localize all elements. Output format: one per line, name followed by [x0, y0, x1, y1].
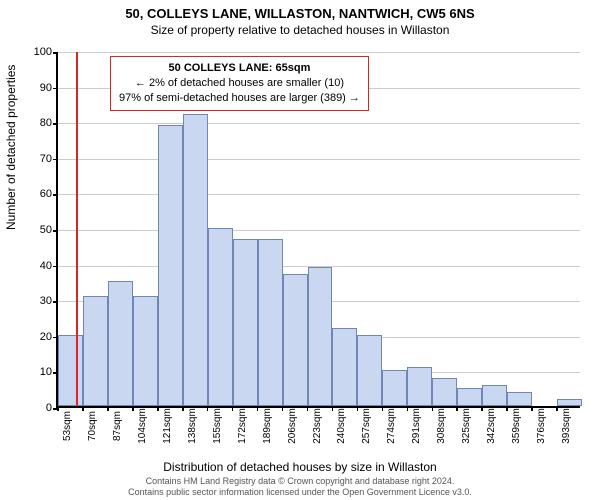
xtick-label: 87sqm: [108, 411, 123, 441]
xtick-label: 393sqm: [557, 408, 572, 444]
xtick-label: 223sqm: [308, 408, 323, 444]
xtick-label: 189sqm: [258, 408, 273, 444]
ytick-label: 60: [40, 188, 58, 200]
histogram-bar: [233, 239, 258, 406]
xtick-label: 155sqm: [208, 408, 223, 444]
histogram-bar: [133, 296, 158, 406]
xtick-label: 206sqm: [283, 408, 298, 444]
ytick-label: 40: [40, 260, 58, 272]
gridline: [58, 123, 580, 124]
histogram-bar: [208, 228, 233, 406]
chart-subtitle: Size of property relative to detached ho…: [0, 21, 600, 37]
gridline: [58, 230, 580, 231]
xtick-label: 376sqm: [532, 408, 547, 444]
histogram-bar: [482, 385, 507, 406]
ytick-label: 30: [40, 295, 58, 307]
xtick-label: 308sqm: [432, 408, 447, 444]
histogram-bar: [58, 335, 83, 406]
histogram-bar: [382, 370, 407, 406]
ytick-label: 20: [40, 331, 58, 343]
gridline: [58, 52, 580, 53]
xtick-label: 257sqm: [357, 408, 372, 444]
xtick-label: 240sqm: [332, 408, 347, 444]
annotation-line-1: 50 COLLEYS LANE: 65sqm: [119, 61, 360, 76]
gridline: [58, 194, 580, 195]
ytick-label: 10: [40, 366, 58, 378]
xtick-label: 274sqm: [382, 408, 397, 444]
histogram-bar: [457, 388, 482, 406]
histogram-bar: [357, 335, 382, 406]
annotation-box: 50 COLLEYS LANE: 65sqm ← 2% of detached …: [110, 56, 369, 111]
xtick-label: 291sqm: [407, 408, 422, 444]
histogram-bar: [258, 239, 283, 406]
xtick-label: 53sqm: [58, 411, 73, 441]
xtick-label: 172sqm: [233, 408, 248, 444]
ytick-label: 90: [40, 82, 58, 94]
annotation-line-3: 97% of semi-detached houses are larger (…: [119, 91, 360, 106]
footer-attribution: Contains HM Land Registry data © Crown c…: [0, 476, 600, 499]
histogram-bar: [432, 378, 457, 406]
histogram-bar: [308, 267, 333, 406]
plot-area: 010203040506070809010053sqm70sqm87sqm104…: [56, 52, 580, 408]
histogram-bar: [557, 399, 582, 406]
chart-title: 50, COLLEYS LANE, WILLASTON, NANTWICH, C…: [0, 0, 600, 21]
xtick-label: 325sqm: [457, 408, 472, 444]
histogram-bar: [507, 392, 532, 406]
footer-line-1: Contains HM Land Registry data © Crown c…: [0, 476, 600, 487]
y-axis-label: Number of detached properties: [4, 65, 18, 230]
ytick-label: 100: [34, 46, 58, 58]
histogram-chart: 50, COLLEYS LANE, WILLASTON, NANTWICH, C…: [0, 0, 600, 500]
annotation-line-2: ← 2% of detached houses are smaller (10): [119, 76, 360, 91]
x-axis-label: Distribution of detached houses by size …: [0, 460, 600, 474]
histogram-bar: [183, 114, 208, 406]
xtick-label: 104sqm: [133, 408, 148, 444]
xtick-label: 70sqm: [83, 411, 98, 441]
xtick-label: 342sqm: [482, 408, 497, 444]
reference-line: [76, 52, 78, 406]
footer-line-2: Contains public sector information licen…: [0, 487, 600, 498]
ytick-label: 80: [40, 117, 58, 129]
histogram-bar: [283, 274, 308, 406]
histogram-bar: [158, 125, 183, 406]
xtick-label: 138sqm: [183, 408, 198, 444]
xtick-label: 359sqm: [507, 408, 522, 444]
histogram-bar: [83, 296, 108, 406]
gridline: [58, 159, 580, 160]
histogram-bar: [108, 281, 133, 406]
ytick-label: 0: [46, 402, 58, 414]
ytick-label: 70: [40, 153, 58, 165]
ytick-label: 50: [40, 224, 58, 236]
histogram-bar: [407, 367, 432, 406]
xtick-label: 121sqm: [158, 408, 173, 444]
histogram-bar: [332, 328, 357, 406]
